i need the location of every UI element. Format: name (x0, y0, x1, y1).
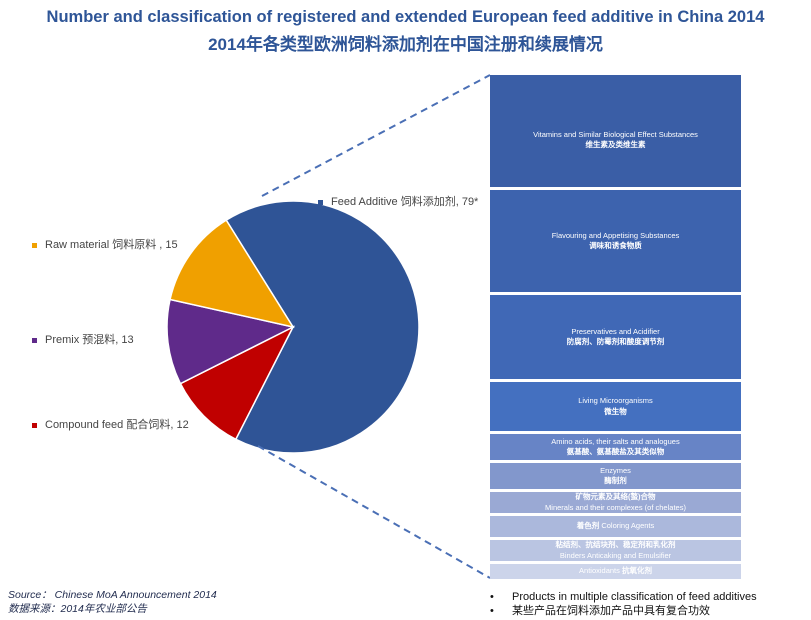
box-label-cn: 防腐剂、防霉剂和酸度调节剂 (566, 337, 665, 346)
pie-slice-feed (225, 200, 420, 454)
box-label-cn: 抗氧化剂 (621, 566, 652, 576)
box-label-en: Antioxidants (579, 566, 620, 576)
bullet: • (490, 605, 494, 617)
legend-swatch (32, 242, 37, 248)
box-label-en: Coloring Agents (601, 521, 655, 531)
breakdown-box: Preservatives and Acidifier 防腐剂、防霉剂和酸度调节剂 (490, 295, 741, 379)
box-label-en: Amino acids, their salts and analogues (551, 436, 680, 446)
box-label-cn: 微生物 (604, 406, 627, 416)
label-text: Premix 预混料, 13 (45, 334, 134, 346)
box-label-cn: 维生素及类维生素 (585, 140, 646, 150)
label-text: Raw material 饲料原料 , 15 (45, 239, 178, 251)
box-label-en: Binders Anticaking and Emulsifier (559, 550, 672, 560)
box-label-cn: 粘结剂、抗结块剂、稳定剂和乳化剂 (555, 540, 676, 550)
source-cn: 数据来源：2014年农业部公告 (8, 603, 147, 615)
chart-title-chinese: 2014年各类型欧洲饲料添加剂在中国注册和续展情况 (208, 35, 603, 54)
breakdown-box: 着色剂 Coloring Agents (490, 516, 741, 537)
box-label-cn: 着色剂 (576, 521, 600, 531)
box-label-en: Vitamins and Similar Biological Effect S… (533, 130, 698, 139)
box-label-en: Preservatives and Acidifier (571, 326, 660, 336)
footnotes: • Products in multiple classification of … (490, 590, 757, 618)
label-raw-material: Raw material 饲料原料 , 15 (32, 236, 178, 252)
box-label-en: Living Microorganisms (578, 396, 653, 406)
footnote-en: Products in multiple classification of f… (512, 591, 757, 603)
box-label-en: Flavouring and Appetising Substances (551, 230, 680, 240)
label-text: Compound feed 配合饲料, 12 (45, 419, 189, 431)
breakdown-box: Enzymes 酶制剂 (490, 463, 741, 489)
breakdown-box: Antioxidants 抗氧化剂 (490, 564, 741, 579)
box-label-en: Minerals and their complexes (of chelate… (545, 502, 686, 512)
footnote-cn: 某些产品在饲料添加产品中具有复合功效 (512, 605, 710, 617)
callout-dashed-line (257, 445, 491, 579)
legend-swatch (32, 422, 37, 428)
source-en: Source： Chinese MoA Announcement 2014 (8, 589, 217, 601)
pie-slice-raw (169, 219, 295, 329)
source-note: Source： Chinese MoA Announcement 2014 数据… (8, 588, 217, 616)
box-label-en: Enzymes (600, 465, 631, 475)
box-label-cn: 矿物元素及其络(螯)合物 (575, 492, 656, 502)
breakdown-box: 矿物元素及其络(螯)合物 Minerals and their complexes… (490, 492, 741, 513)
legend-swatch (318, 199, 323, 205)
breakdown-box: Flavouring and Appetising Substances 调味和诱… (490, 190, 741, 292)
pie-slice-compound (179, 325, 295, 441)
label-compound-feed: Compound feed 配合饲料, 12 (32, 416, 189, 432)
label-premix: Premix 预混料, 13 (32, 331, 134, 347)
breakdown-box: Living Microorganisms 微生物 (490, 382, 741, 431)
bullet: • (490, 591, 494, 603)
box-label-cn: 调味和诱食物质 (589, 241, 642, 250)
legend-swatch (32, 337, 37, 343)
chart-title: Number and classification of registered … (46, 8, 765, 26)
box-label-cn: 氨基酸、氨基酸盐及其类似物 (566, 447, 665, 456)
callout-dashed-line (261, 74, 491, 197)
breakdown-box: Vitamins and Similar Biological Effect S… (490, 75, 741, 187)
box-label-cn: 酶制剂 (604, 476, 627, 485)
breakdown-box: 粘结剂、抗结块剂、稳定剂和乳化剂 Binders Anticaking and E… (490, 540, 741, 561)
label-text: Feed Additive 饲料添加剂, 79* (331, 196, 479, 208)
label-feed-additive: Feed Additive 饲料添加剂, 79* (318, 193, 478, 209)
breakdown-box: Amino acids, their salts and analogues 氨基… (490, 434, 741, 460)
